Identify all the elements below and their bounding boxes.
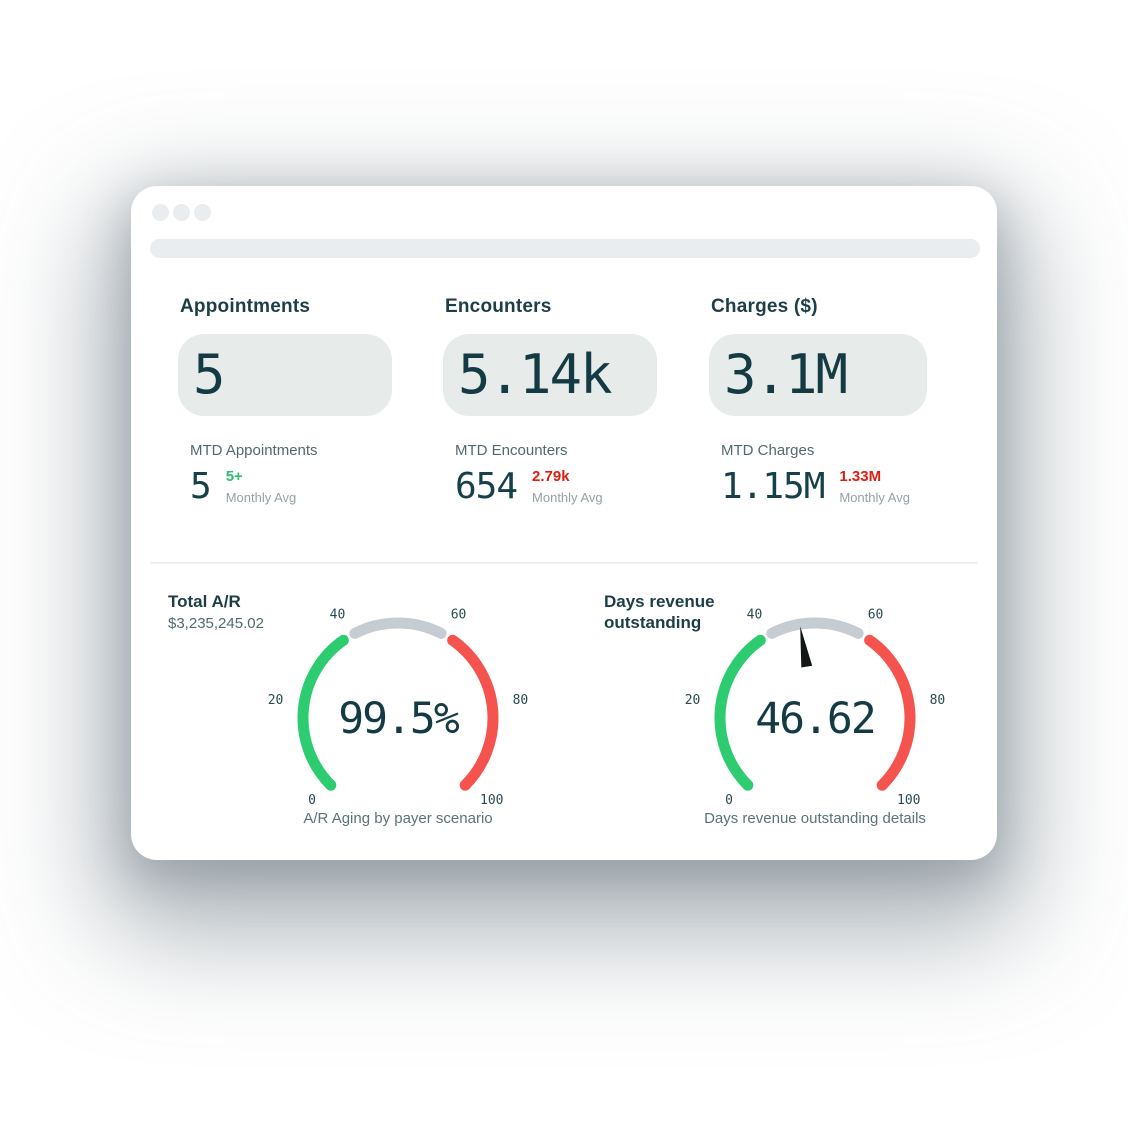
monthly-avg-value: 5+ [225, 468, 243, 485]
mtd-value: 5 [190, 466, 212, 507]
gauge-tick-label: 60 [451, 608, 467, 623]
mtd-row: 654 2.79k Monthly Avg [455, 466, 683, 507]
kpi-card-charges: Charges ($) 3.1M MTD Charges 1.15M 1.33M… [709, 296, 949, 505]
kpi-value: 5.14k [458, 343, 613, 406]
gauge-title-days-revenue: Days revenue outstanding [604, 592, 715, 633]
gauge-title-total-ar: Total A/R [168, 592, 241, 611]
gauge-tick-label: 100 [897, 793, 920, 808]
monthly-avg-label: Monthly Avg [532, 489, 603, 505]
kpi-value-pill: 5 [178, 334, 392, 416]
gauge-chart-total-ar: 0 20 40 60 80 100 99.5% [268, 608, 529, 808]
monthly-avg-label: Monthly Avg [839, 489, 910, 505]
gauge-tick-label: 0 [308, 793, 316, 808]
mtd-row: 5 5+ Monthly Avg [190, 466, 418, 507]
gauge-caption: Days revenue outstanding details [704, 810, 926, 827]
gauge-value: 99.5% [338, 694, 460, 744]
address-bar-placeholder [150, 239, 980, 258]
gauge-needle [800, 626, 813, 668]
gauge-tick-label: 60 [868, 608, 884, 623]
gauge-tick-label: 0 [725, 793, 733, 808]
kpi-card-encounters: Encounters 5.14k MTD Encounters 654 2.79… [443, 296, 683, 505]
section-divider [150, 562, 978, 564]
dashboard-window: Appointments 5 MTD Appointments 5 5+ Mon… [131, 186, 997, 860]
kpi-title: Charges ($) [711, 296, 818, 317]
kpi-title: Encounters [445, 296, 552, 317]
gauge-chart-days-revenue: 0 20 40 60 80 100 46.62 [685, 608, 946, 808]
gauge-tick-label: 80 [513, 693, 529, 708]
gauge-subtitle-total-ar: $3,235,245.02 [168, 615, 264, 632]
monthly-avg-value: 1.33M [839, 468, 882, 485]
monthly-avg-label: Monthly Avg [225, 489, 297, 505]
kpi-card-appointments: Appointments 5 MTD Appointments 5 5+ Mon… [178, 296, 418, 505]
mtd-label: MTD Appointments [190, 442, 318, 459]
gauge-tick-label: 20 [268, 693, 284, 708]
window-control-dot[interactable] [194, 204, 211, 221]
gauge-tick-label: 80 [930, 693, 946, 708]
monthly-avg-value: 2.79k [532, 468, 570, 485]
window-controls [152, 204, 211, 221]
gauge-tick-label: 20 [685, 693, 701, 708]
gauge-tick-label: 40 [330, 608, 346, 623]
kpi-value-pill: 3.1M [709, 334, 927, 416]
kpi-value: 3.1M [724, 343, 848, 406]
gauge-tick-label: 100 [480, 793, 503, 808]
gauge-value: 46.62 [755, 694, 874, 744]
mtd-label: MTD Encounters [455, 442, 568, 459]
mtd-label: MTD Charges [721, 442, 815, 459]
window-control-dot[interactable] [152, 204, 169, 221]
kpi-value-pill: 5.14k [443, 334, 657, 416]
window-control-dot[interactable] [173, 204, 190, 221]
kpi-title: Appointments [180, 296, 311, 317]
mtd-row: 1.15M 1.33M Monthly Avg [721, 466, 949, 507]
mtd-value: 654 [455, 466, 518, 507]
kpi-value: 5 [193, 343, 225, 406]
gauge-tick-label: 40 [747, 608, 763, 623]
gauge-caption: A/R Aging by payer scenario [303, 810, 493, 827]
mtd-value: 1.15M [721, 466, 825, 507]
